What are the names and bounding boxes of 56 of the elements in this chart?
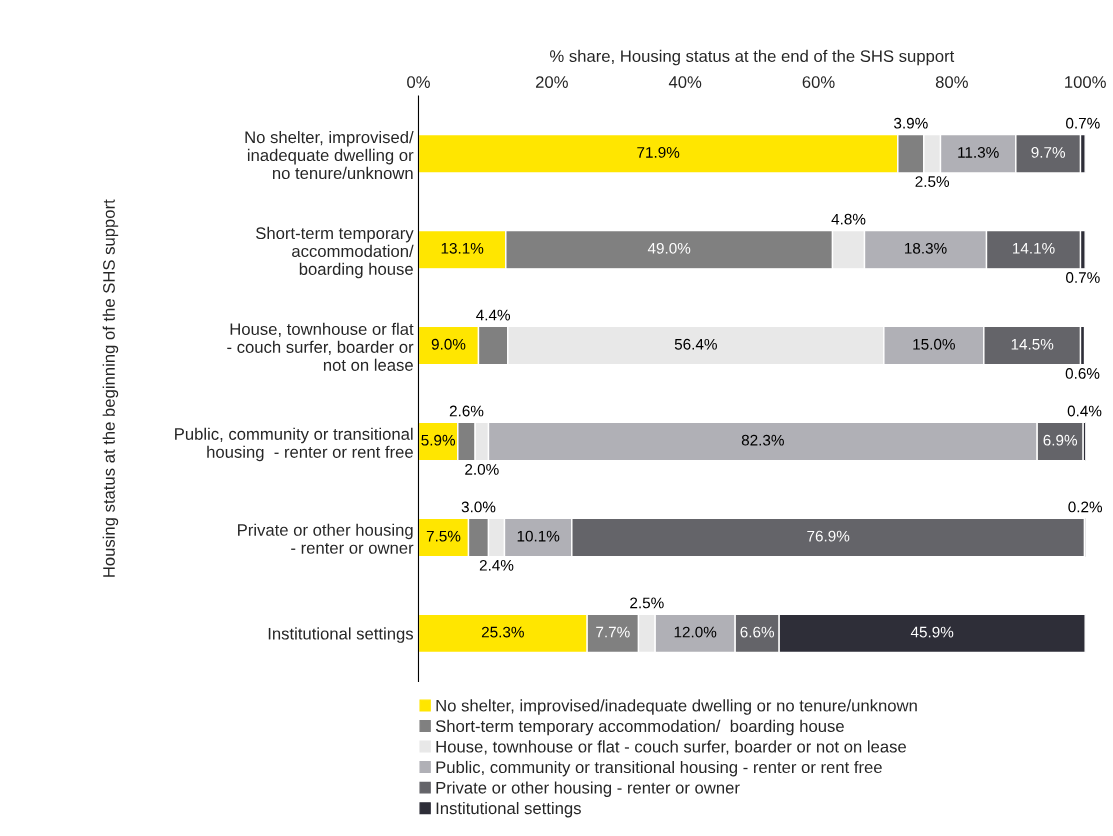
data-label: 2.6% (449, 405, 484, 417)
data-label: 0.2% (1068, 501, 1103, 513)
x-axis-title: % share, Housing status at the end of the SHS support (550, 49, 955, 66)
data-label: 18.3% (905, 242, 947, 254)
data-label: 6.6% (740, 626, 775, 638)
data-label: 0.7% (1066, 272, 1100, 283)
legend-label: House, townhouse or flat - couch surfer, boarder or not on lease (436, 740, 906, 755)
data-label: 2.5% (630, 597, 664, 609)
data-label: 49.0% (647, 242, 691, 254)
data-label: 2.0% (465, 463, 499, 475)
data-label: 14.1% (1013, 242, 1055, 254)
data-label: 0.6% (1065, 368, 1100, 379)
data-label: 14.5% (1011, 338, 1054, 350)
data-label: 9.7% (1031, 146, 1066, 158)
y-axis-title: Housing status at the beginning of the SHS support (102, 199, 119, 577)
y-tick-label: No shelter, improvised/ inadequate dwelling or no tenure/unknown (245, 130, 414, 180)
x-tick-label: 60% (802, 76, 835, 88)
data-label: 11.3% (958, 146, 999, 158)
y-tick-label: Public, community or transitional housing - renter or rent free (175, 427, 413, 462)
data-label: 7.7% (596, 626, 630, 638)
data-label: 6.9% (1043, 434, 1078, 446)
data-label: 3.9% (894, 117, 928, 129)
data-label: 4.8% (831, 213, 866, 225)
data-label: 13.1% (441, 242, 484, 254)
y-tick-label: Short-term temporary accommodation/ boarding house (256, 226, 414, 279)
data-label: 4.4% (476, 309, 511, 321)
legend-label: Private or other housing - renter or owner (436, 781, 740, 797)
data-label: 56.4% (674, 338, 717, 350)
x-tick-label: 0% (407, 76, 430, 88)
data-label: 15.0% (913, 338, 955, 350)
legend-label: No shelter, improvised/inadequate dwelling or no tenure/unknown (436, 699, 917, 715)
data-label: 82.3% (741, 434, 784, 446)
legend-label: Public, community or transitional housing - renter or rent free (436, 760, 882, 777)
data-label: 2.5% (915, 176, 950, 187)
data-label: 76.9% (807, 530, 850, 542)
x-tick-label: 40% (668, 76, 702, 88)
data-label: 25.3% (481, 626, 524, 638)
x-tick-label: 100% (1065, 76, 1106, 88)
y-tick-label: Private or other housing - renter or owner (238, 523, 414, 554)
legend-label: Short-term temporary accommodation/ boarding house (435, 719, 844, 736)
data-label: 5.9% (421, 434, 456, 446)
data-label: 2.4% (479, 559, 514, 571)
data-label: 12.0% (674, 626, 717, 638)
y-tick-label: House, townhouse or flat - couch surfer, boarder or not on lease (227, 322, 414, 371)
data-label: 45.9% (910, 626, 954, 638)
data-label: 3.0% (461, 501, 496, 513)
x-tick-label: 80% (935, 76, 968, 88)
data-label: 0.7% (1066, 117, 1100, 129)
data-label: 9.0% (431, 338, 466, 350)
legend-label: Institutional settings (436, 801, 581, 818)
y-tick-label: Institutional settings (268, 627, 414, 643)
data-label: 0.4% (1067, 405, 1102, 417)
data-label: 71.9% (637, 146, 680, 158)
data-label: 7.5% (426, 530, 461, 542)
data-label: 10.1% (517, 530, 560, 542)
x-tick-label: 20% (535, 76, 568, 88)
